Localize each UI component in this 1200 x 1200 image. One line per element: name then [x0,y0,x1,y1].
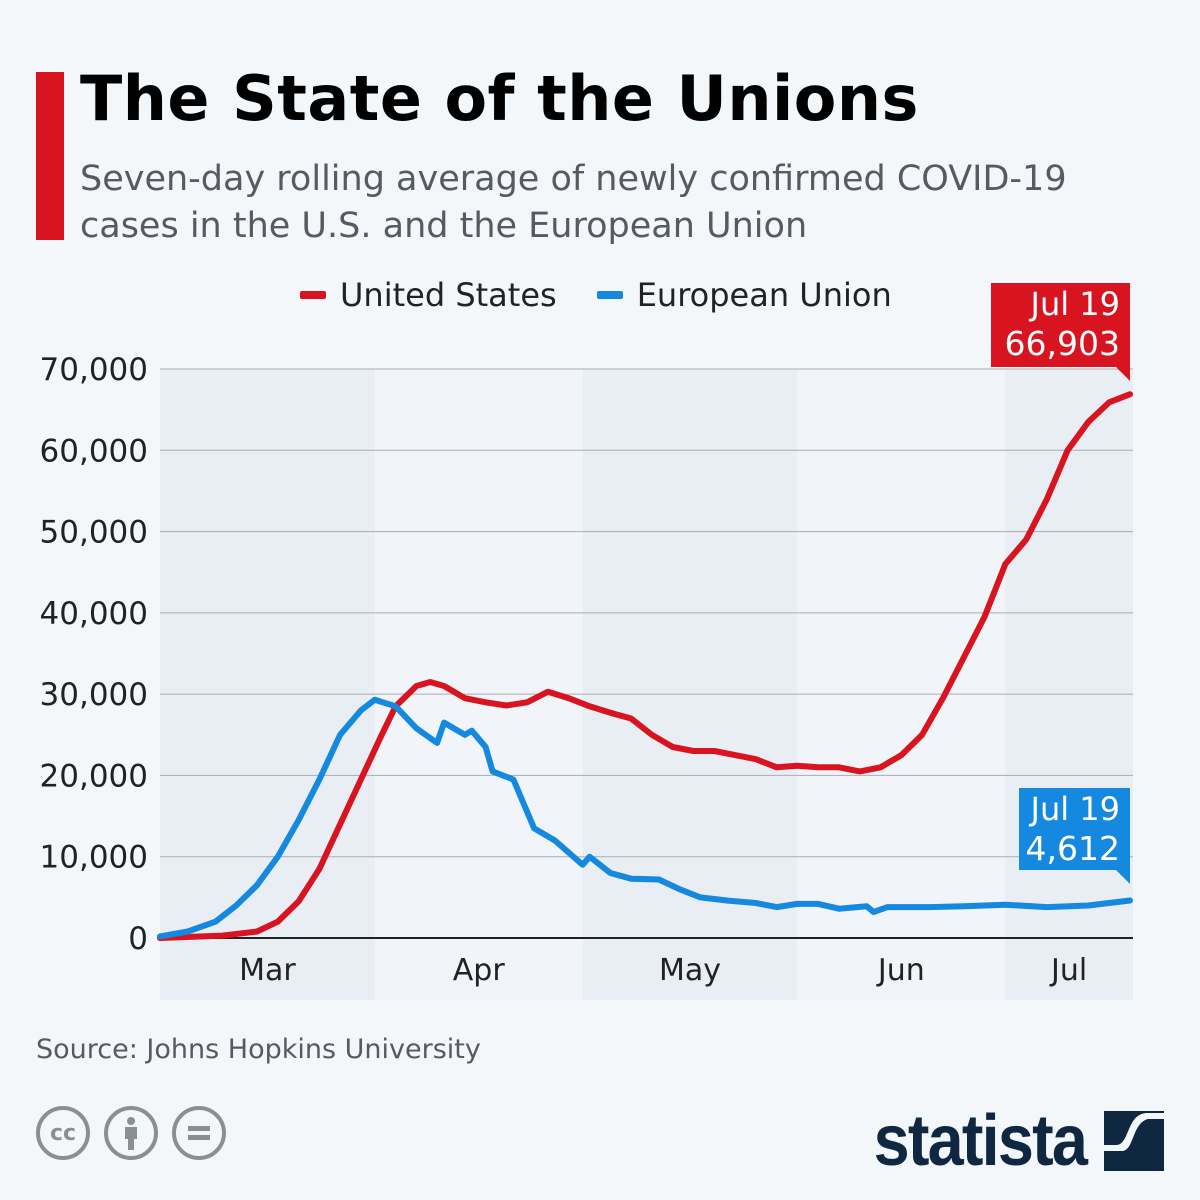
callout-value: 66,903 [1005,324,1120,363]
y-tick-label: 30,000 [40,677,148,713]
statista-logo-icon [1104,1111,1164,1171]
callout-date: Jul 19 [1029,285,1121,323]
legend: United States European Union [300,276,892,314]
legend-swatch-eu [596,291,623,299]
legend-item-eu: European Union [596,276,892,314]
legend-label-us: United States [340,276,557,314]
cc-icon: cc [36,1106,90,1160]
legend-item-us: United States [300,276,557,314]
y-tick-label: 0 [128,921,148,957]
y-tick-label: 70,000 [40,352,148,388]
x-tick-label: Jun [876,953,925,988]
legend-swatch-us [300,291,326,299]
month-band [797,369,1006,1000]
logo-text: statista [873,1101,1088,1181]
x-tick-label: May [659,953,721,988]
y-tick-label: 40,000 [40,596,148,632]
title-accent-bar [36,72,64,240]
callout-box [1019,788,1130,870]
month-band [374,369,583,1000]
chart-subtitle: Seven-day rolling average of newly confi… [80,159,1067,246]
month-band [160,369,375,1000]
y-tick-label: 60,000 [40,433,148,469]
no-derivatives-icon [172,1106,226,1160]
license-icons: cc [36,1106,226,1160]
chart-title: The State of the Unions [80,62,919,135]
callout-box [991,283,1130,367]
source-note: Source: Johns Hopkins University [36,1034,481,1065]
x-tick-label: Apr [453,953,506,988]
statista-logo[interactable]: statista [850,1100,1164,1182]
us-series-line [157,391,1133,941]
attribution-icon [104,1106,158,1160]
callout-tail [1116,367,1130,381]
x-tick-label: Mar [239,953,296,988]
callout-value: 4,612 [1026,829,1120,868]
y-tick-label: 20,000 [40,758,148,794]
eu-series-line [157,696,1133,940]
y-tick-label: 50,000 [40,515,148,551]
month-band [1005,369,1133,1000]
x-tick-label: Jul [1049,953,1087,988]
y-tick-label: 10,000 [40,840,148,876]
callout-tail [1116,870,1130,884]
legend-label-eu: European Union [636,276,892,314]
callout-date: Jul 19 [1029,790,1121,828]
